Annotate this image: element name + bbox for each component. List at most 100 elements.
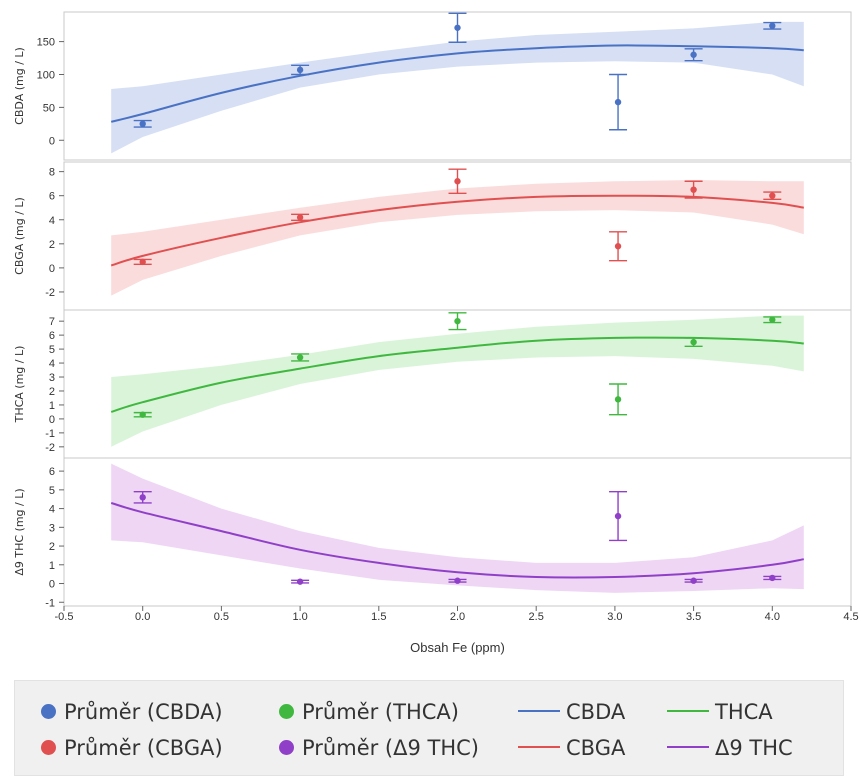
data-point-cbda (296, 66, 304, 74)
panel-thca: -2 -1 0 1 2 3 4 5 6 7 THCA (mg / L) (13, 309, 852, 459)
y-tick-label: -1 (45, 597, 55, 609)
y-tick-label: 4 (49, 358, 55, 370)
chart-legend: Průměr (CBDA) Průměr (THCA) CBDA THCA Pr… (14, 680, 844, 776)
legend-label: THCA (715, 700, 773, 724)
x-tick-label: 3.5 (686, 611, 701, 623)
legend-label: Průměr (Δ9 THC) (302, 736, 479, 760)
data-point-cbga (614, 243, 622, 250)
data-point-cbda (454, 24, 461, 31)
y-tick-label: -2 (45, 442, 55, 454)
y-tick-label: 5 (49, 344, 55, 356)
legend-label: CBDA (566, 700, 626, 724)
legend-item-line-cbda: CBDA (518, 697, 625, 727)
data-point-d9thc (139, 494, 146, 501)
x-tick-label: -0.5 (55, 611, 74, 623)
data-point-d9thc (296, 578, 304, 585)
x-tick-label: 1.5 (371, 611, 386, 623)
y-tick-label: 7 (49, 316, 55, 328)
data-point-thca (769, 316, 776, 323)
y-tick-label: 5 (49, 485, 55, 497)
y-tick-label: 2 (49, 239, 55, 251)
y-tick-label: 1 (49, 400, 55, 412)
y-tick-label: 4 (49, 504, 55, 516)
fit-line-cbda (110, 44, 804, 123)
y-axis-label-cbga: CBGA (mg / L) (13, 197, 26, 275)
fit-line-thca (110, 336, 804, 413)
x-tick-label: 0.5 (214, 611, 229, 623)
panel-frame-cbda (63, 11, 852, 161)
legend-item-mean-cbda: Průměr (CBDA) (41, 697, 223, 727)
y-tick-label: 3 (49, 372, 55, 384)
y-axis-label-d9thc: Δ9 THC (mg / L) (13, 488, 26, 575)
data-point-cbga (454, 178, 461, 185)
y-tick-label: 6 (49, 330, 55, 342)
y-tick-label: 0 (49, 263, 55, 275)
data-point-d9thc (614, 512, 622, 520)
legend-item-line-thca: THCA (667, 697, 773, 727)
data-point-thca (614, 396, 622, 403)
legend-marker-thca (279, 703, 294, 719)
legend-item-mean-thca: Průměr (THCA) (279, 697, 459, 727)
y-tick-label: -2 (45, 287, 55, 299)
legend-item-line-d9thc: Δ9 THC (667, 733, 793, 763)
legend-label: Δ9 THC (715, 736, 793, 760)
legend-marker-cbda (41, 703, 56, 719)
x-tick-label: 4.5 (843, 611, 858, 623)
y-tick-label: 1 (49, 560, 55, 572)
confidence-band-cbda (111, 21, 804, 154)
data-point-cbda (690, 51, 697, 58)
y-tick-label: 50 (43, 102, 55, 114)
legend-label: Průměr (THCA) (302, 700, 459, 724)
y-tick-label: 2 (49, 541, 55, 553)
x-tick-label: 0.0 (135, 611, 150, 623)
legend-item-mean-d9thc: Průměr (Δ9 THC) (279, 733, 479, 763)
legend-line-cbga (518, 746, 560, 749)
y-tick-label: 6 (49, 191, 55, 203)
y-tick-label: 0 (49, 579, 55, 591)
data-point-thca (454, 317, 461, 325)
x-axis-label: Obsah Fe (ppm) (410, 640, 505, 655)
x-tick-label: 1.0 (292, 611, 307, 623)
legend-marker-cbga (41, 739, 56, 755)
confidence-band-thca (111, 315, 804, 447)
fit-line-d9thc (110, 502, 804, 579)
legend-line-cbda (518, 710, 560, 713)
y-tick-label: 2 (49, 386, 55, 398)
fit-line-cbga (110, 194, 804, 267)
y-tick-label: 8 (49, 167, 55, 179)
data-point-cbda (769, 22, 776, 30)
data-point-thca (139, 411, 146, 418)
y-tick-label: 0 (49, 414, 55, 426)
panel-cbda: 0 50 100 150 CBDA (mg / L) (13, 11, 852, 161)
y-tick-label: 6 (49, 466, 55, 478)
legend-label: CBGA (566, 736, 626, 760)
x-tick-label: 3.0 (607, 611, 622, 623)
confidence-band-d9thc (111, 463, 804, 593)
data-point-cbga (139, 258, 146, 266)
data-point-d9thc (690, 577, 697, 584)
data-point-cbda (139, 120, 146, 128)
y-tick-label: -1 (45, 428, 55, 440)
y-tick-label: 100 (37, 69, 55, 81)
data-point-cbga (769, 192, 776, 199)
y-axis-label-thca: THCA (mg / L) (13, 346, 26, 424)
confidence-band-cbga (111, 180, 804, 296)
x-tick-label: 2.0 (450, 611, 465, 623)
data-point-cbga (690, 186, 697, 193)
data-point-thca (690, 338, 697, 346)
legend-line-thca (667, 710, 709, 713)
legend-label: Průměr (CBGA) (64, 736, 223, 760)
data-point-cbda (614, 98, 622, 106)
y-axis-label-cbda: CBDA (mg / L) (13, 47, 26, 125)
x-tick-label: 4.0 (765, 611, 780, 623)
legend-line-d9thc (667, 746, 709, 749)
data-point-d9thc (454, 577, 461, 584)
data-point-thca (296, 354, 304, 361)
y-tick-label: 4 (49, 215, 55, 227)
x-tick-label: 2.5 (529, 611, 544, 623)
legend-item-line-cbga: CBGA (518, 733, 625, 763)
panel-cbga: -2 0 2 4 6 8 CBGA (mg / L) (13, 161, 852, 311)
data-point-cbga (296, 214, 304, 221)
legend-marker-d9thc (279, 739, 294, 755)
